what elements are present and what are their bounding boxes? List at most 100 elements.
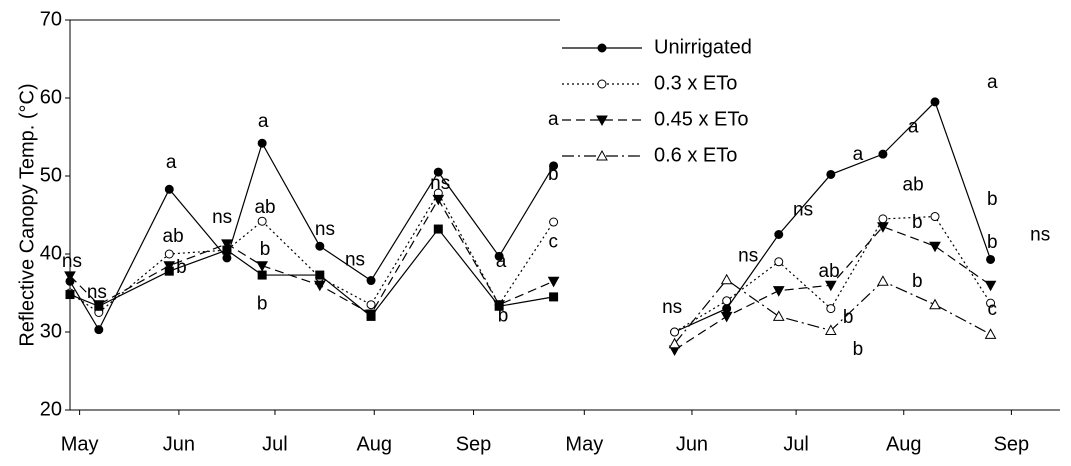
marker xyxy=(878,149,888,159)
marker xyxy=(824,280,837,292)
marker xyxy=(257,270,267,280)
marker xyxy=(772,286,785,297)
series-line xyxy=(69,191,555,314)
x-tick-label: Sep xyxy=(456,433,492,455)
marker xyxy=(433,224,443,234)
marker xyxy=(222,245,232,255)
annotation: a xyxy=(496,251,507,272)
marker xyxy=(494,251,504,261)
marker xyxy=(366,311,376,321)
marker xyxy=(549,161,559,171)
annotation: ab xyxy=(254,197,275,218)
legend-label: 0.3 x ETo xyxy=(654,72,737,94)
marker xyxy=(929,241,941,253)
annotation: b xyxy=(498,305,509,326)
marker xyxy=(826,169,836,179)
marker xyxy=(549,217,559,227)
marker xyxy=(433,167,443,177)
marker xyxy=(64,271,76,282)
marker xyxy=(313,280,326,292)
marker xyxy=(720,311,733,323)
annotation: b xyxy=(912,271,923,292)
legend-label: Unirrigated xyxy=(654,36,752,58)
marker xyxy=(930,97,940,107)
x-tick-label: Jun xyxy=(163,433,195,455)
marker xyxy=(668,337,681,349)
marker xyxy=(929,298,941,310)
marker xyxy=(366,300,376,310)
annotation: a xyxy=(548,109,559,130)
x-tick-label: May xyxy=(565,433,603,455)
annotation: ab xyxy=(163,226,184,247)
x-tick-label: Sep xyxy=(994,433,1030,455)
annotation: b xyxy=(843,307,854,328)
marker xyxy=(597,43,607,53)
annotation: a xyxy=(987,72,998,93)
y-tick-label: 20 xyxy=(40,398,62,420)
marker xyxy=(222,253,232,263)
annotation: a xyxy=(166,152,177,173)
annotation: a xyxy=(908,117,919,138)
x-tick-label: Aug xyxy=(356,433,392,455)
marker xyxy=(930,212,940,222)
series-line xyxy=(69,198,554,315)
marker xyxy=(494,301,504,311)
annotation: b xyxy=(260,239,271,260)
series-line xyxy=(674,100,992,333)
annotation: ns xyxy=(1030,224,1050,245)
annotation: ns xyxy=(345,249,365,270)
y-axis-label: Reflective Canopy Temp. (°C) xyxy=(16,83,38,346)
marker xyxy=(94,325,104,335)
marker xyxy=(877,275,889,286)
y-tick-label: 60 xyxy=(40,86,62,108)
marker xyxy=(549,292,559,302)
annotation: ns xyxy=(62,251,82,272)
y-tick-label: 70 xyxy=(40,8,62,30)
marker xyxy=(722,296,732,306)
annotation: ab xyxy=(903,174,924,195)
annotation: ns xyxy=(793,199,813,220)
marker xyxy=(720,273,733,285)
annotation: b xyxy=(912,212,923,233)
annotation: b xyxy=(853,339,864,360)
marker xyxy=(597,79,607,89)
x-tick-label: Jun xyxy=(676,433,708,455)
marker xyxy=(670,327,680,337)
annotation: a xyxy=(258,111,269,132)
marker xyxy=(257,216,267,226)
marker xyxy=(315,241,325,251)
marker xyxy=(772,310,785,321)
annotation: ns xyxy=(662,297,682,318)
annotation: ns xyxy=(87,282,107,303)
annotation: c xyxy=(988,299,998,320)
marker xyxy=(596,149,608,161)
annotation: ns xyxy=(738,245,758,266)
x-tick-label: May xyxy=(61,433,99,455)
marker xyxy=(65,290,75,300)
marker xyxy=(257,138,267,148)
annotation: b xyxy=(548,164,559,185)
annotation: a xyxy=(853,144,864,165)
series-line xyxy=(69,228,554,318)
annotation: b xyxy=(176,257,187,278)
x-tick-label: Jul xyxy=(262,433,288,455)
marker xyxy=(986,298,996,308)
annotation: c xyxy=(549,231,559,252)
annotation: ns xyxy=(315,219,335,240)
y-tick-label: 50 xyxy=(40,164,62,186)
marker xyxy=(986,254,996,264)
series-line xyxy=(69,141,555,331)
annotation: b xyxy=(257,294,268,315)
marker xyxy=(221,239,233,250)
marker xyxy=(722,304,732,314)
annotation: ab xyxy=(819,261,840,282)
marker xyxy=(164,266,174,276)
x-tick-label: Jul xyxy=(783,433,809,455)
marker xyxy=(877,222,889,233)
annotation: ns xyxy=(212,207,232,228)
marker xyxy=(826,304,836,314)
marker xyxy=(366,276,376,286)
marker xyxy=(774,230,784,239)
marker xyxy=(878,214,888,224)
